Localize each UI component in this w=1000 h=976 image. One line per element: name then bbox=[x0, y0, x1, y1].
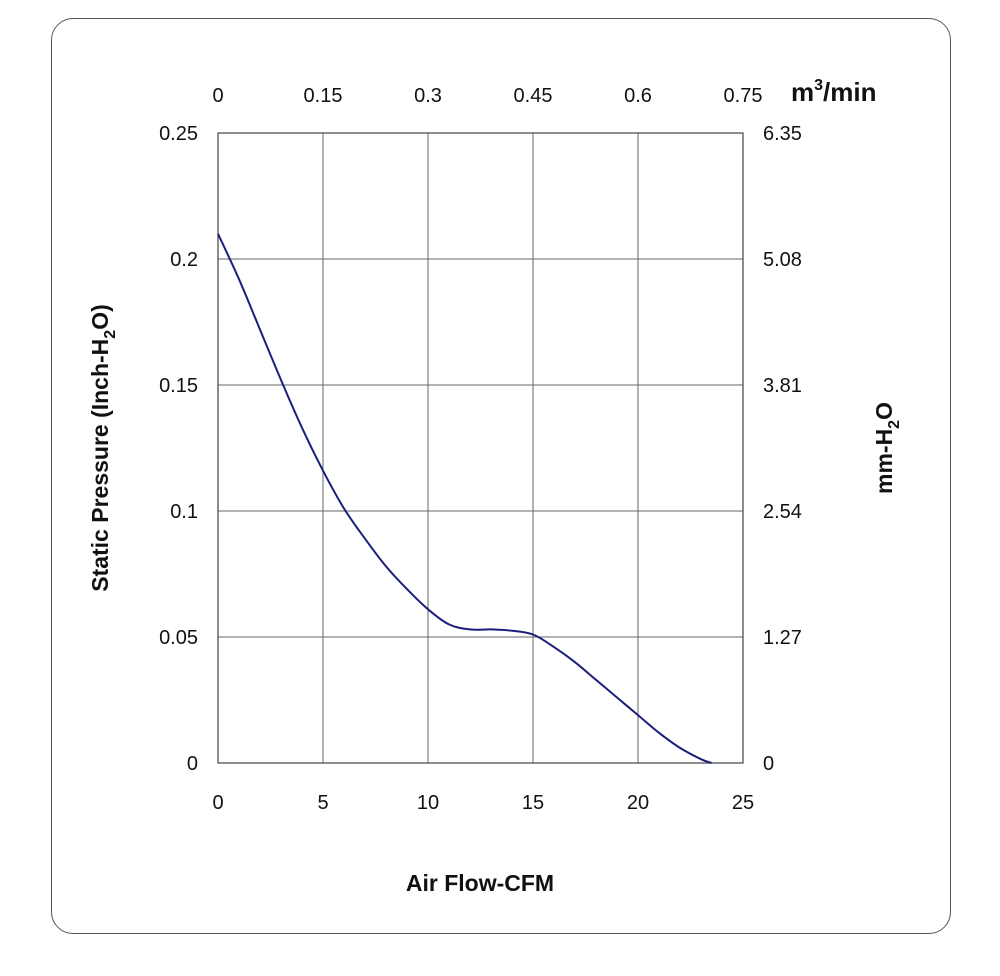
series-line bbox=[217, 233, 712, 764]
right-tick-label: 2.54 bbox=[763, 501, 802, 523]
top-tick-label: 0.75 bbox=[724, 85, 763, 107]
right-tick-label: 3.81 bbox=[763, 375, 802, 397]
x-axis-title: Air Flow-CFM bbox=[406, 870, 554, 896]
chart-frame bbox=[51, 18, 951, 934]
x-tick-label: 15 bbox=[522, 792, 544, 814]
x-tick-label: 25 bbox=[732, 792, 754, 814]
y-tick-label: 0 bbox=[187, 753, 198, 775]
top-tick-label: 0.6 bbox=[624, 85, 652, 107]
y-tick-label: 0.2 bbox=[170, 249, 198, 271]
top-tick-label: 0.15 bbox=[304, 85, 343, 107]
right-tick-label: 1.27 bbox=[763, 627, 802, 649]
y-tick-label: 0.25 bbox=[159, 123, 198, 145]
right-tick-label: 6.35 bbox=[763, 123, 802, 145]
y-tick-label: 0.15 bbox=[159, 375, 198, 397]
x-tick-label: 10 bbox=[417, 792, 439, 814]
top-tick-label: 0.3 bbox=[414, 85, 442, 107]
x-tick-label: 20 bbox=[627, 792, 649, 814]
y-tick-label: 0.1 bbox=[170, 501, 198, 523]
x-tick-label: 5 bbox=[317, 792, 328, 814]
right-tick-label: 5.08 bbox=[763, 249, 802, 271]
y-tick-label: 0.05 bbox=[159, 627, 198, 649]
top-tick-label: 0 bbox=[212, 85, 223, 107]
x-tick-label: 0 bbox=[212, 792, 223, 814]
y-axis-title: Static Pressure (Inch-H2O) bbox=[87, 304, 119, 592]
top-axis-unit-label: m3/min bbox=[791, 77, 876, 107]
top-tick-label: 0.45 bbox=[514, 85, 553, 107]
grid-lines bbox=[218, 133, 743, 763]
right-tick-label: 0 bbox=[763, 753, 774, 775]
right-axis-title: mm-H2O bbox=[871, 402, 903, 494]
plot-area-border bbox=[217, 132, 744, 764]
